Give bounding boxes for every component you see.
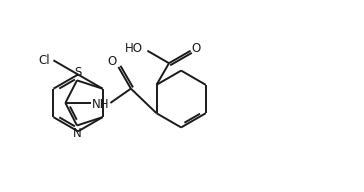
Text: HO: HO [125, 42, 143, 55]
Text: O: O [192, 42, 201, 55]
Text: N: N [73, 127, 82, 140]
Text: O: O [107, 55, 117, 68]
Text: S: S [74, 66, 81, 79]
Text: Cl: Cl [38, 54, 50, 67]
Text: NH: NH [92, 98, 110, 111]
